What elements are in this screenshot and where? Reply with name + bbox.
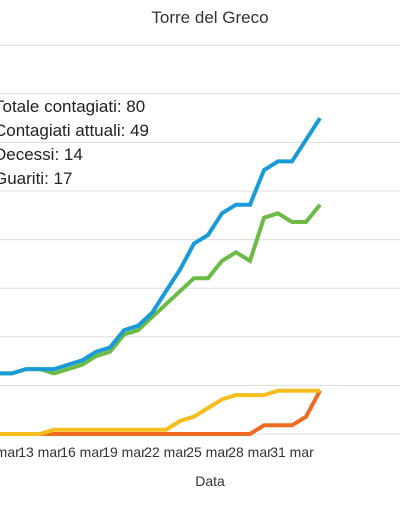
annotation-current-infected: Contagiati attuali: 49 (0, 121, 149, 140)
x-axis-label: Data (195, 473, 225, 489)
x-tick-label: 25 mar (186, 444, 230, 460)
annotation-recovered: Guariti: 17 (0, 169, 73, 188)
x-tick-label: 22 mar (144, 444, 188, 460)
chart-title: Torre del Greco (151, 8, 269, 27)
x-tick-label: 28 mar (228, 444, 272, 460)
x-tick-label: 31 mar (270, 444, 314, 460)
series-line-contagiati-attuali (0, 203, 322, 376)
x-tick-label: 10 mar (0, 444, 20, 460)
x-tick-label: 16 mar (60, 444, 104, 460)
x-tick-label: 13 mar (18, 444, 62, 460)
series-line-decessi (0, 389, 322, 436)
x-tick-label: 19 mar (102, 444, 146, 460)
annotation-deaths: Decessi: 14 (0, 145, 83, 164)
series-line-guariti (0, 388, 320, 436)
series-line-totale-contagiati (0, 117, 322, 376)
annotation-total-infected: Totale contagiati: 80 (0, 97, 146, 116)
series-lines (0, 117, 322, 436)
